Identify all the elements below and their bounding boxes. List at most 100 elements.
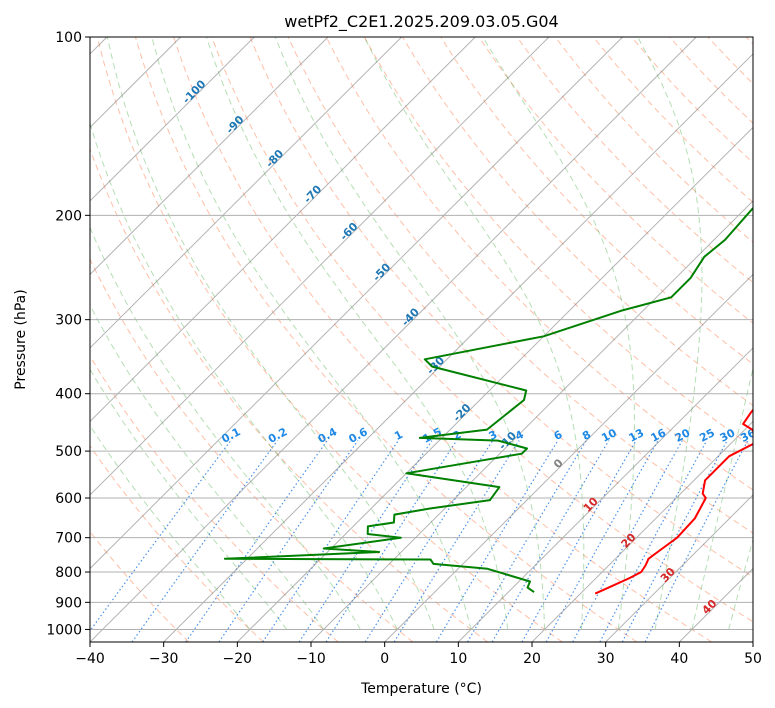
y-axis-ticks: 100 200 300 400 500 600 700 800 900 1000	[46, 30, 90, 638]
dry-adiabat	[745, 37, 753, 45]
moist-adiabat	[90, 226, 361, 630]
moist-adiabat	[691, 366, 753, 630]
isotherm-label: -40	[399, 305, 422, 329]
mixing-ratio-line	[545, 440, 659, 642]
mixing-ratio-label: 16	[649, 426, 669, 445]
mixing-ratio-line	[218, 440, 359, 642]
mixing-ratio-label: 0.1	[219, 425, 242, 446]
x-tick-label: 0	[380, 651, 389, 667]
mixing-ratio-line	[435, 440, 559, 642]
isotherm-label: 20	[619, 530, 639, 550]
isotherm-label: -20	[450, 401, 473, 425]
dry-adiabat	[249, 37, 753, 578]
mixing-ratio-line	[521, 440, 637, 642]
isotherm-line	[90, 37, 697, 642]
mixing-ratio-line	[90, 440, 232, 632]
moist-adiabat	[482, 37, 635, 630]
y-tick-label: 300	[55, 313, 82, 329]
x-axis-ticks: −40 −30 −20 −10 0 10 20 30 40 50	[75, 642, 762, 667]
dry-adiabat	[134, 37, 638, 642]
isotherm-line	[752, 641, 753, 642]
mixing-ratio-line	[572, 440, 683, 642]
isotherm-line	[310, 200, 753, 642]
mixing-ratio-label: 13	[627, 426, 647, 445]
isotherm-line	[605, 494, 753, 642]
mixing-ratio-line	[298, 440, 433, 642]
isotherm-label: -80	[263, 147, 286, 171]
dry-adiabat	[287, 37, 753, 534]
mixing-ratio-label: 2	[451, 428, 464, 443]
x-tick-label: −10	[296, 651, 326, 667]
mixing-ratio-line	[466, 440, 587, 642]
isotherm-line	[457, 347, 753, 642]
x-tick-label: −20	[223, 651, 253, 667]
isotherm-label: -70	[301, 182, 324, 206]
grid-lines	[90, 37, 753, 642]
mixing-ratio-line	[491, 440, 610, 642]
plot-frame	[89, 36, 754, 643]
dry-adiabat	[211, 37, 753, 623]
isotherm-line	[90, 37, 255, 202]
x-tick-label: 10	[449, 651, 467, 667]
isotherm-line	[90, 37, 623, 570]
x-tick-label: −30	[149, 651, 179, 667]
dry-adiabat	[554, 37, 753, 243]
isotherm-label: -90	[223, 113, 246, 137]
temperature-line	[594, 408, 753, 595]
mixing-ratio-line	[393, 440, 520, 642]
moist-adiabat	[90, 121, 398, 630]
mixing-ratio-label: 36	[738, 426, 758, 445]
isotherm-line	[163, 53, 753, 642]
moist-adiabat	[106, 37, 435, 630]
mixing-ratio-line	[185, 440, 328, 642]
y-tick-label: 200	[55, 208, 82, 224]
y-tick-label: 100	[55, 30, 82, 46]
isotherm-line	[236, 126, 753, 642]
isotherm-label: 0	[551, 456, 566, 471]
mixing-ratio-line	[644, 440, 749, 642]
mixing-ratio-label: 6	[552, 428, 565, 443]
isotherm-line	[531, 420, 753, 642]
dry-adiabat	[90, 445, 264, 642]
isotherm-label: 30	[658, 565, 678, 585]
dry-adiabat	[90, 258, 414, 642]
mixing-ratio-label: 10	[599, 426, 619, 445]
y-tick-label: 800	[55, 565, 82, 581]
dry-adiabat	[516, 37, 753, 284]
moist-adiabat	[205, 37, 509, 630]
mixing-ratio-line	[262, 440, 399, 642]
isotherm-label: -100	[180, 77, 209, 106]
dry-adiabat	[90, 147, 488, 642]
moist-adiabat	[151, 37, 472, 630]
dry-adiabat	[90, 355, 339, 642]
y-tick-label: 700	[55, 531, 82, 547]
dry-adiabat	[592, 37, 753, 203]
mixing-ratio-label: 20	[673, 426, 693, 445]
dry-adiabat	[325, 37, 753, 491]
x-tick-label: 20	[523, 651, 541, 667]
isotherm-line	[678, 567, 753, 642]
isotherm-line	[90, 37, 550, 496]
moist-adiabat	[274, 37, 546, 630]
isotherm-line	[384, 273, 753, 642]
y-axis-label: Pressure (hPa)	[13, 289, 29, 389]
sounding-series	[223, 207, 753, 595]
y-tick-label: 1000	[46, 622, 82, 638]
moist-adiabat	[90, 424, 251, 630]
isotherm-label: -60	[337, 220, 360, 244]
moist-adiabat	[90, 368, 288, 630]
mixing-ratio-label: 25	[697, 426, 717, 445]
chart-title: wetPf2_C2E1.2025.209.03.05.G04	[284, 12, 558, 32]
isotherm-line	[90, 37, 329, 276]
moist-adiabat	[90, 303, 325, 630]
x-tick-label: 50	[744, 651, 762, 667]
moist-adiabat	[728, 537, 753, 630]
isotherm-line	[90, 37, 402, 349]
mixing-ratio-label: 1	[392, 428, 405, 443]
mixing-ratio-line	[364, 440, 494, 642]
dry-adiabat	[440, 37, 753, 365]
mixing-ratio-label: 30	[718, 426, 738, 445]
x-tick-label: 30	[597, 651, 615, 667]
x-tick-label: 40	[670, 651, 688, 667]
